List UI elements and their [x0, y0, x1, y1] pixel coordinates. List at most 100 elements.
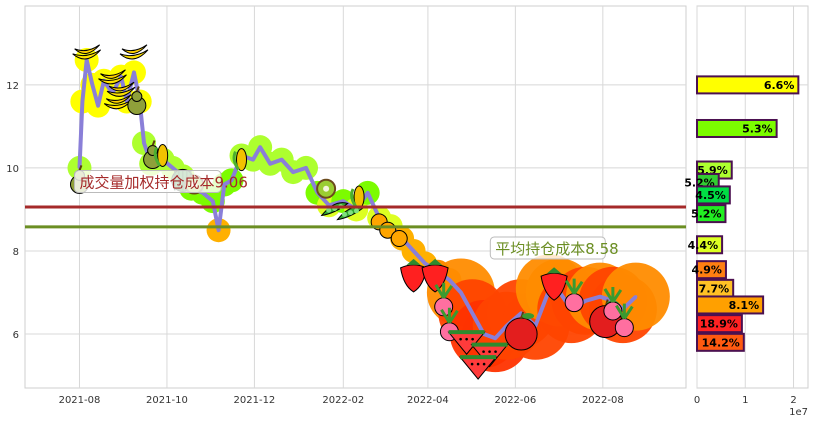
y-tick-label: 10 [6, 164, 19, 175]
banana-icon [119, 44, 149, 60]
hist-x-tick-label: 1 [742, 395, 748, 406]
series-point [366, 191, 370, 195]
series-line [77, 58, 638, 341]
fruit-seed [476, 362, 480, 366]
histogram-bar-label: 4.5% [695, 189, 726, 202]
series-point [258, 145, 262, 149]
watermelon_slice-icon [447, 330, 486, 355]
series-point [584, 299, 588, 303]
fruit-leaf [232, 150, 240, 171]
corn-icon [350, 185, 365, 209]
histogram-bar [696, 118, 778, 138]
fruit-pea [347, 210, 353, 216]
series-point [217, 228, 221, 232]
fruit-shape [74, 44, 101, 54]
series-point [96, 104, 100, 108]
series-point [251, 158, 255, 162]
fruit-seed [465, 337, 468, 341]
fruit-leaf [547, 267, 562, 274]
fruit-shape [98, 74, 127, 85]
histogram-bar-label: 7.7% [699, 282, 730, 295]
histogram-bar-label: 8.1% [729, 299, 760, 312]
series-point [280, 158, 284, 162]
fruit-shape [157, 143, 169, 167]
series-point [222, 183, 226, 187]
fruit-leaf [440, 307, 459, 324]
banana-icon [72, 44, 102, 60]
fruit-leaf [615, 303, 634, 320]
y-tick-label: 6 [13, 330, 19, 341]
series-point [459, 291, 463, 294]
fruit-leaf [564, 278, 584, 295]
orange-icon [390, 230, 408, 248]
x-tick-label: 2022-08 [582, 395, 624, 406]
fruit-pea [341, 211, 347, 217]
series-point [304, 166, 308, 170]
series-point [598, 295, 602, 299]
fruit-shape [614, 318, 634, 338]
histogram-bar [696, 185, 731, 205]
fruit-leaf [522, 313, 535, 320]
fruit-shape [121, 44, 148, 54]
series-point [211, 199, 215, 203]
series-point [470, 311, 474, 315]
x-tick-label: 2021-10 [146, 395, 188, 406]
series-point [291, 170, 295, 174]
histogram-bar [696, 295, 765, 315]
series-point [268, 162, 272, 166]
x-tick-label: 2021-08 [59, 395, 101, 406]
x-tick-label: 2021-12 [234, 395, 276, 406]
x-tick-label: 2022-02 [322, 395, 364, 406]
banana-icon [106, 81, 136, 97]
fruit-shape [119, 49, 149, 60]
corn-icon [153, 143, 169, 167]
corn-icon [232, 148, 248, 172]
histogram-bar-label: 18.9% [700, 318, 738, 331]
series-point [412, 249, 416, 253]
x-tick-label: 2022-04 [407, 395, 449, 406]
fruit-seed [471, 337, 474, 341]
fruit-marker-layer [69, 44, 634, 380]
fruit-stem [151, 140, 156, 146]
fruit-leaf [428, 258, 443, 265]
histogram-bar [696, 235, 724, 255]
fruit-seed [488, 350, 491, 353]
hist-x-tick-label: 0 [694, 395, 700, 406]
fruit-shape [390, 230, 408, 248]
fruit-shape [504, 317, 538, 351]
hist-exponent-label: 1e7 [789, 407, 808, 418]
hist-x-tick-label: 2 [790, 395, 796, 406]
fruit-seed [482, 350, 485, 353]
fruit-shape [540, 272, 568, 301]
histogram-bar-label: 6.6% [764, 79, 795, 92]
fruit-stem [520, 311, 525, 320]
histogram-bar [696, 314, 743, 334]
strawberry-icon [421, 258, 449, 293]
y-tick-label: 8 [13, 247, 19, 258]
fruit-shape [108, 81, 135, 92]
series-point [90, 83, 94, 87]
fruit-stem [135, 86, 140, 92]
histogram-bar-label: 14.2% [702, 336, 740, 349]
fruit-seed [470, 362, 474, 366]
series-point [447, 278, 451, 282]
apple-icon [504, 311, 538, 351]
fruit-shape [564, 293, 584, 313]
histogram-bar-label: 4.9% [691, 264, 722, 277]
series-point [142, 141, 146, 145]
fruit-pea [353, 208, 359, 214]
fruit-leaf [350, 188, 358, 208]
avg-cost-annotation: 平均持仓成本8.58 [489, 236, 619, 260]
annotation-text: 平均持仓成本8.58 [495, 240, 618, 258]
vwap-cost-annotation: 成交量加权持仓成本9.06 [73, 170, 248, 194]
fruit-seed [482, 362, 486, 366]
strawberry-icon [540, 267, 568, 301]
histogram-bar [696, 332, 745, 352]
fruit-shape [105, 94, 132, 104]
fruit-leaf [434, 282, 453, 299]
fruit-shape [100, 69, 126, 79]
fruit-shape [106, 86, 136, 97]
fruit-seed [459, 337, 462, 341]
fruit-seed [494, 350, 497, 353]
